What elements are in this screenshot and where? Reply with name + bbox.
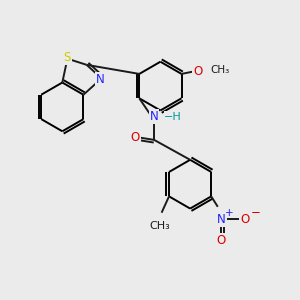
Text: O: O (241, 213, 250, 226)
Text: N: N (217, 213, 226, 226)
Text: O: O (130, 131, 140, 144)
Text: N: N (96, 74, 104, 86)
Text: O: O (193, 65, 203, 78)
Text: S: S (64, 51, 71, 64)
Text: +: + (225, 208, 234, 218)
Text: CH₃: CH₃ (210, 65, 230, 75)
Text: O: O (217, 234, 226, 247)
Text: −: − (251, 206, 261, 219)
Text: N: N (150, 110, 158, 123)
Text: CH₃: CH₃ (150, 221, 170, 231)
Text: −H: −H (164, 112, 182, 122)
